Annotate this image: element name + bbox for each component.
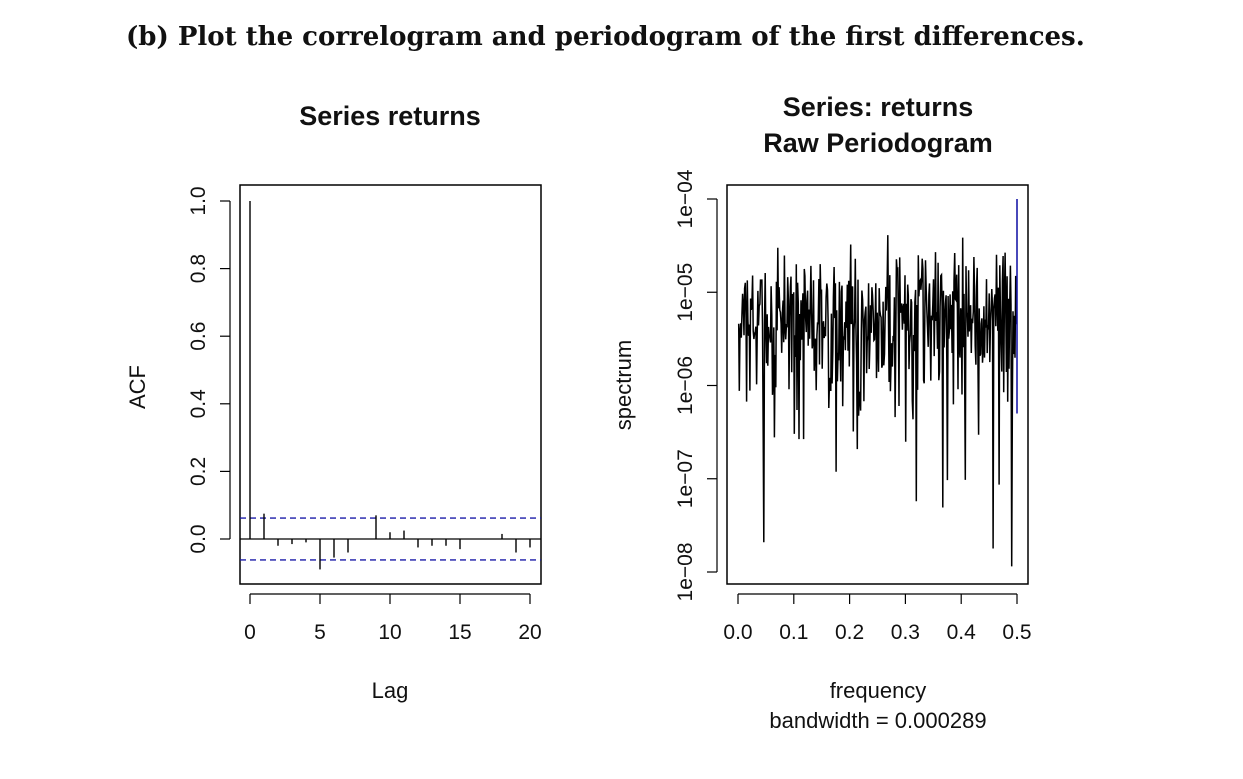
periodogram-y-tick-label: 1e−08 (674, 543, 697, 602)
periodogram-series-line (737, 235, 1018, 567)
acf-y-tick-label: 0.6 (187, 322, 210, 351)
acf-y-tick-label: 0.2 (187, 457, 210, 486)
acf-plot-frame (239, 184, 542, 585)
acf-x-tick-label: 15 (448, 621, 471, 644)
periodogram-x-axis: 0.0 0.1 0.2 0.3 0.4 0.5 (723, 593, 1032, 644)
periodogram-x-tick-label: 0.5 (1002, 621, 1031, 644)
acf-series (240, 201, 541, 570)
acf-chart: Series returns 0.0 0.2 0.4 0.6 0.8 1.0 0 5 10 15… (125, 101, 542, 703)
acf-x-tick-label: 0 (244, 621, 256, 644)
periodogram-y-tick-label: 1e−04 (674, 169, 697, 228)
periodogram-xlabel: frequency (830, 678, 927, 703)
periodogram-y-axis: 1e−08 1e−07 1e−06 1e−05 1e−04 (674, 169, 718, 602)
periodogram-title-line-2: Raw Periodogram (763, 128, 993, 158)
periodogram-bandwidth-label: bandwidth = 0.000289 (769, 708, 986, 733)
acf-ylabel: ACF (125, 365, 150, 409)
periodogram-x-tick-label: 0.0 (723, 621, 752, 644)
acf-x-tick-label: 10 (378, 621, 401, 644)
periodogram-plot-frame (726, 184, 1029, 585)
periodogram-x-tick-label: 0.1 (779, 621, 808, 644)
acf-y-tick-label: 1.0 (187, 186, 210, 215)
acf-xlabel: Lag (372, 678, 409, 703)
acf-y-tick-label: 0.0 (187, 524, 210, 553)
acf-x-tick-label: 5 (314, 621, 326, 644)
periodogram-title-line-1: Series: returns (783, 92, 974, 122)
periodogram-y-tick-label: 1e−05 (674, 263, 697, 322)
periodogram-y-tick-label: 1e−07 (674, 449, 697, 508)
periodogram-x-tick-label: 0.2 (835, 621, 864, 644)
page-heading: (b) Plot the correlogram and periodogram… (126, 22, 1085, 52)
acf-y-tick-label: 0.4 (187, 389, 210, 419)
acf-x-axis: 0 5 10 15 20 (244, 593, 542, 644)
acf-y-tick-label: 0.8 (187, 254, 210, 283)
periodogram-y-tick-label: 1e−06 (674, 356, 697, 415)
acf-title: Series returns (299, 101, 481, 131)
periodogram-x-tick-label: 0.4 (947, 621, 977, 644)
periodogram-ylabel: spectrum (611, 340, 636, 430)
acf-y-axis: 0.0 0.2 0.4 0.6 0.8 1.0 (187, 186, 231, 554)
periodogram-x-tick-label: 0.3 (891, 621, 920, 644)
periodogram-chart: Series: returns Raw Periodogram 1e−081e−… (611, 92, 1032, 733)
acf-x-tick-label: 20 (518, 621, 541, 644)
